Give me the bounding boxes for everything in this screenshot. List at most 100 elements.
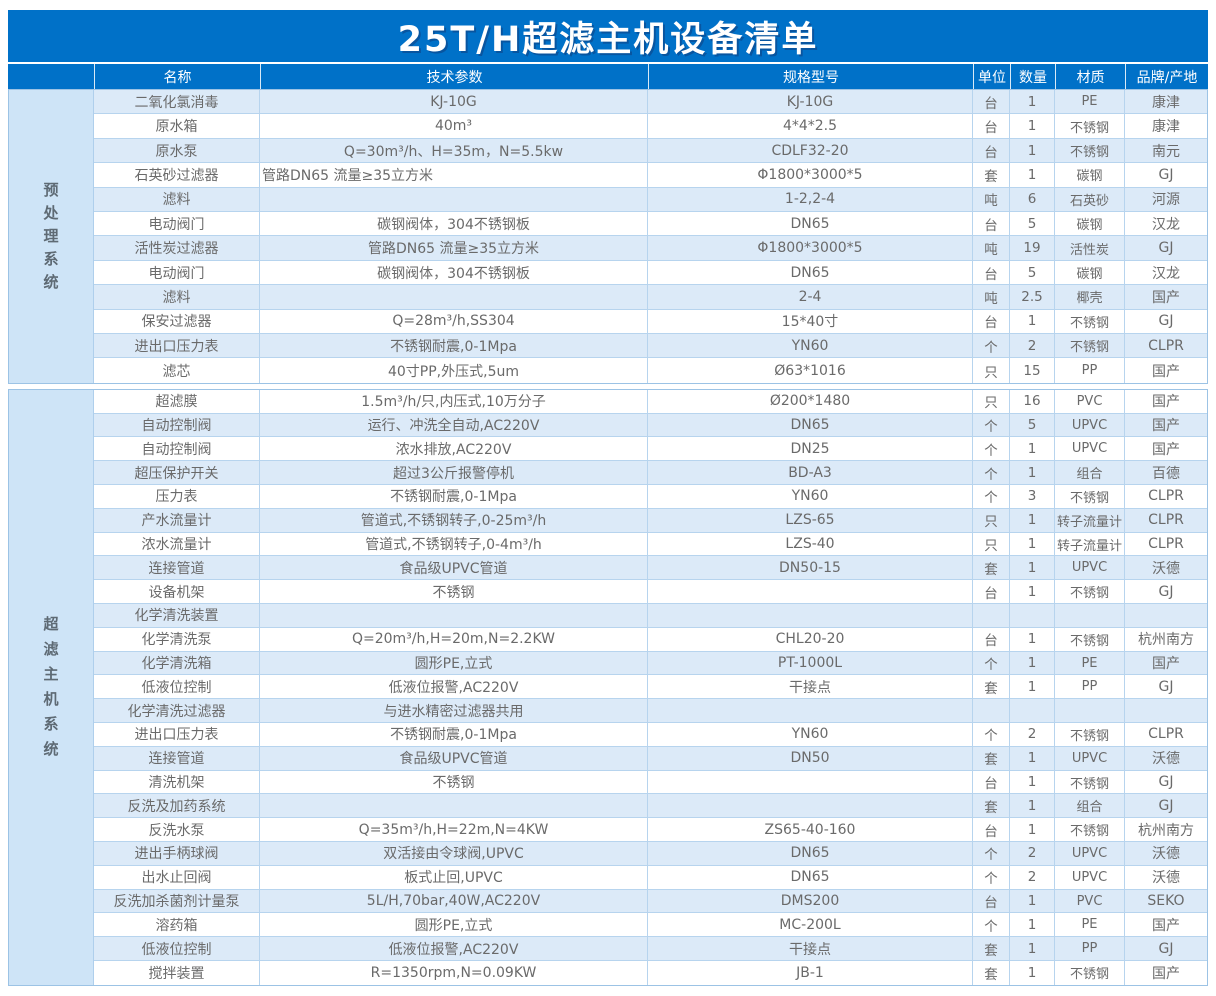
cell-brand-origin: 国产 — [1125, 961, 1207, 985]
cell-brand-origin: 国产 — [1125, 413, 1207, 438]
cell-material: 转子流量计 — [1055, 532, 1125, 557]
cell-tech-params: 管道式,不锈钢转子,0-4m³/h — [260, 532, 648, 557]
cell-tech-params: 1.5m³/h/只,内压式,10万分子 — [260, 389, 648, 414]
cell-unit: 个 — [973, 437, 1010, 462]
cell-brand-origin: 沃德 — [1125, 746, 1207, 771]
cell-tech-params: 与进水精密过滤器共用 — [260, 699, 648, 724]
cell-material: 不锈钢 — [1055, 334, 1125, 359]
cell-spec-model — [648, 604, 973, 628]
cell-tech-params: 食品级UPVC管道 — [260, 746, 648, 771]
cell-name: 产水流量计 — [94, 508, 260, 533]
cell-tech-params: Q=30m³/h、H=35m，N=5.5kw — [260, 138, 648, 164]
cell-brand-origin: 康津 — [1125, 90, 1207, 115]
cell-quantity: 1 — [1010, 508, 1055, 533]
cell-material: 不锈钢 — [1055, 818, 1125, 843]
section-group-label: 预处理系统 — [9, 90, 94, 383]
cell-spec-model: DN50-15 — [648, 556, 973, 581]
cell-quantity: 1 — [1010, 937, 1055, 961]
section-pretreatment-system: 预处理系统 二氧化氯消毒 KJ-10G KJ-10G 台 1 PE 康津 原水箱 40m³ 4*4… — [8, 89, 1208, 384]
cell-unit: 个 — [973, 334, 1010, 359]
cell-unit: 台 — [973, 818, 1010, 843]
cell-tech-params: 管路DN65 流量≥35立方米 — [260, 236, 648, 261]
cell-unit: 个 — [973, 413, 1010, 438]
table-row: 连接管道 食品级UPVC管道 DN50 套 1 UPVC 沃德 — [94, 746, 1207, 771]
cell-brand-origin: 沃德 — [1125, 842, 1207, 866]
cell-tech-params: 不锈钢耐震,0-1Mpa — [260, 485, 648, 509]
cell-brand-origin: 河源 — [1125, 187, 1207, 213]
cell-quantity: 1 — [1010, 770, 1055, 795]
cell-spec-model: Ø200*1480 — [648, 389, 973, 414]
cell-material — [1055, 699, 1125, 724]
table-row: 连接管道 食品级UPVC管道 DN50-15 套 1 UPVC 沃德 — [94, 556, 1207, 581]
cell-name: 电动阀门 — [94, 212, 260, 237]
cell-quantity: 1 — [1010, 961, 1055, 985]
header-material: 材质 — [1055, 64, 1125, 89]
cell-quantity: 1 — [1010, 138, 1055, 164]
cell-brand-origin: GJ — [1125, 770, 1207, 795]
cell-quantity: 1 — [1010, 437, 1055, 462]
cell-quantity — [1010, 604, 1055, 628]
cell-unit: 套 — [973, 961, 1010, 985]
cell-tech-params: 40寸PP,外压式,5um — [260, 358, 648, 383]
cell-unit: 套 — [973, 675, 1010, 700]
cell-brand-origin: 沃德 — [1125, 865, 1207, 890]
cell-unit: 个 — [973, 865, 1010, 890]
header-unit: 单位 — [973, 64, 1010, 89]
cell-unit: 套 — [973, 937, 1010, 961]
table-row: 搅拌装置 R=1350rpm,N=0.09KW JB-1 套 1 不锈钢 国产 — [94, 961, 1207, 985]
table-row: 超滤膜 1.5m³/h/只,内压式,10万分子 Ø200*1480 只 16 PVC 国产 — [94, 389, 1207, 414]
cell-unit: 个 — [973, 913, 1010, 938]
table-row: 滤芯 40寸PP,外压式,5um Ø63*1016 只 15 PP 国产 — [94, 358, 1207, 383]
cell-material: 碳钢 — [1055, 163, 1125, 188]
cell-spec-model: YN60 — [648, 485, 973, 509]
cell-unit: 只 — [973, 508, 1010, 533]
cell-tech-params — [260, 794, 648, 819]
table-row: 原水泵 Q=30m³/h、H=35m，N=5.5kw CDLF32-20 台 1 不锈钢南… — [94, 138, 1207, 164]
cell-unit: 台 — [973, 260, 1010, 286]
cell-brand-origin: 杭州南方 — [1125, 627, 1207, 652]
cell-name: 反洗加杀菌剂计量泵 — [94, 889, 260, 914]
cell-tech-params: 双活接由令球阀,UPVC — [260, 842, 648, 866]
cell-tech-params: KJ-10G — [260, 90, 648, 115]
cell-name: 原水泵 — [94, 138, 260, 164]
cell-unit: 个 — [973, 842, 1010, 866]
cell-spec-model: ZS65-40-160 — [648, 818, 973, 843]
cell-name: 进出口压力表 — [94, 723, 260, 747]
cell-tech-params: 低液位报警,AC220V — [260, 675, 648, 700]
cell-unit: 个 — [973, 723, 1010, 747]
cell-tech-params: 板式止回,UPVC — [260, 865, 648, 890]
cell-spec-model: LZS-40 — [648, 532, 973, 557]
table-row: 化学清洗过滤器 与进水精密过滤器共用 — [94, 699, 1207, 724]
cell-material: 不锈钢 — [1055, 580, 1125, 605]
table-row: 自动控制阀 浓水排放,AC220V DN25 个 1 UPVC 国产 — [94, 437, 1207, 462]
cell-spec-model: KJ-10G — [648, 90, 973, 115]
cell-tech-params — [260, 187, 648, 213]
cell-name: 反洗及加药系统 — [94, 794, 260, 819]
cell-unit: 台 — [973, 889, 1010, 914]
table-row: 保安过滤器 Q=28m³/h,SS304 15*40寸台 1 不锈钢 GJ — [94, 309, 1207, 335]
cell-quantity: 5 — [1010, 212, 1055, 237]
cell-tech-params: Q=35m³/h,H=22m,N=4KW — [260, 818, 648, 843]
cell-spec-model: DMS200 — [648, 889, 973, 914]
cell-spec-model: DN65 — [648, 260, 973, 286]
cell-material: PP — [1055, 937, 1125, 961]
cell-tech-params: 不锈钢 — [260, 770, 648, 795]
cell-material: UPVC — [1055, 842, 1125, 866]
cell-material: 不锈钢 — [1055, 627, 1125, 652]
cell-unit: 台 — [973, 138, 1010, 164]
cell-spec-model: JB-1 — [648, 961, 973, 985]
cell-name: 浓水流量计 — [94, 532, 260, 557]
cell-unit: 吨 — [973, 236, 1010, 261]
cell-material: PE — [1055, 90, 1125, 115]
cell-material: 不锈钢 — [1055, 485, 1125, 509]
cell-brand-origin: GJ — [1125, 309, 1207, 335]
cell-material: 不锈钢 — [1055, 723, 1125, 747]
table-row: 滤料 1-2,2-4 吨 6 石英砂 河源 — [94, 187, 1207, 213]
cell-name: 设备机架 — [94, 580, 260, 605]
cell-name: 化学清洗过滤器 — [94, 699, 260, 724]
cell-name: 保安过滤器 — [94, 309, 260, 335]
cell-name: 滤料 — [94, 187, 260, 213]
cell-unit — [973, 699, 1010, 724]
cell-tech-params: 食品级UPVC管道 — [260, 556, 648, 581]
cell-brand-origin: GJ — [1125, 580, 1207, 605]
